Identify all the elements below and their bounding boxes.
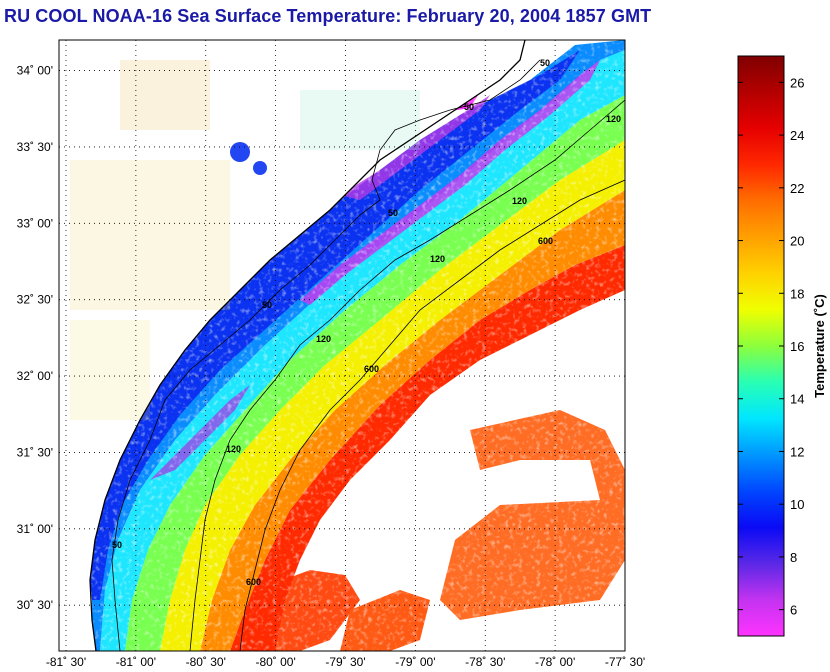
latitude-ticks: 34˚ 00' 33˚ 30' 33˚ 00' 32˚ 30' 32˚ 00' 31˚ 3…	[17, 64, 53, 613]
contour-label: 600	[364, 364, 379, 374]
lon-tick-label: -77˚ 30'	[605, 655, 645, 669]
lat-tick-label: 33˚ 00'	[17, 216, 53, 230]
lat-tick-label: 31˚ 00'	[17, 522, 53, 536]
colorbar-tick-label: 20	[790, 234, 804, 249]
contour-label: 50	[262, 300, 272, 310]
lat-tick-label: 32˚ 00'	[17, 369, 53, 383]
coastline	[89, 40, 526, 651]
colorbar-tick-label: 8	[790, 550, 797, 565]
colorbar-ticks: 6 8 10 12 14 16 18 20 22 24 26	[738, 75, 804, 618]
isobath-50	[111, 59, 541, 651]
colorbar-tick-label: 10	[790, 497, 804, 512]
lon-tick-label: -80˚ 30'	[186, 655, 226, 669]
lon-tick-label: -79˚ 30'	[325, 655, 365, 669]
contour-label: 50	[540, 58, 550, 68]
isobath-600	[239, 179, 625, 651]
lon-tick-label: -81˚ 30'	[46, 655, 86, 669]
sst-field: 50 50 50 50 50 120 120 120 120 120 600 6…	[59, 40, 625, 651]
contour-label: 120	[606, 114, 621, 124]
lon-tick-label: -81˚ 00'	[116, 655, 156, 669]
isobath-120	[189, 99, 625, 651]
contour-label: 120	[226, 444, 241, 454]
lon-tick-label: -78˚ 30'	[465, 655, 505, 669]
lat-tick-label: 34˚ 00'	[17, 64, 53, 78]
colorbar-tick-label: 6	[790, 603, 797, 618]
lat-tick-label: 33˚ 30'	[17, 140, 53, 154]
contour-label: 50	[388, 208, 398, 218]
colorbar-tick-label: 14	[790, 392, 804, 407]
lon-tick-label: -79˚ 00'	[395, 655, 435, 669]
lon-tick-label: -80˚ 00'	[255, 655, 295, 669]
colorbar-title: Temperature (˚C)	[812, 294, 827, 398]
land	[59, 40, 525, 651]
lat-tick-label: 30˚ 30'	[17, 598, 53, 612]
lat-tick-label: 31˚ 30'	[17, 445, 53, 459]
contour-label: 600	[246, 577, 261, 587]
colorbar-tick-label: 22	[790, 181, 804, 196]
plot-frame	[58, 39, 626, 652]
longitude-ticks: -81˚ 30' -81˚ 00' -80˚ 30' -80˚ 00' -79˚ 30'…	[46, 655, 645, 669]
land-noise	[70, 60, 420, 420]
chart-title: RU COOL NOAA-16 Sea Surface Temperature:…	[4, 6, 652, 26]
colorbar-tick-label: 24	[790, 128, 804, 143]
colorbar-tick-label: 26	[790, 75, 804, 90]
contour-label: 50	[112, 540, 122, 550]
contour-label: 120	[316, 334, 331, 344]
colorbar	[737, 55, 785, 637]
lon-tick-label: -78˚ 00'	[535, 655, 575, 669]
colorbar-tick-label: 12	[790, 444, 804, 459]
lat-tick-label: 32˚ 30'	[17, 293, 53, 307]
contour-label: 120	[430, 254, 445, 264]
contour-label: 50	[464, 102, 474, 112]
contour-label: 600	[538, 236, 553, 246]
contour-label: 120	[512, 196, 527, 206]
colorbar-tick-label: 18	[790, 286, 804, 301]
colorbar-tick-label: 16	[790, 339, 804, 354]
